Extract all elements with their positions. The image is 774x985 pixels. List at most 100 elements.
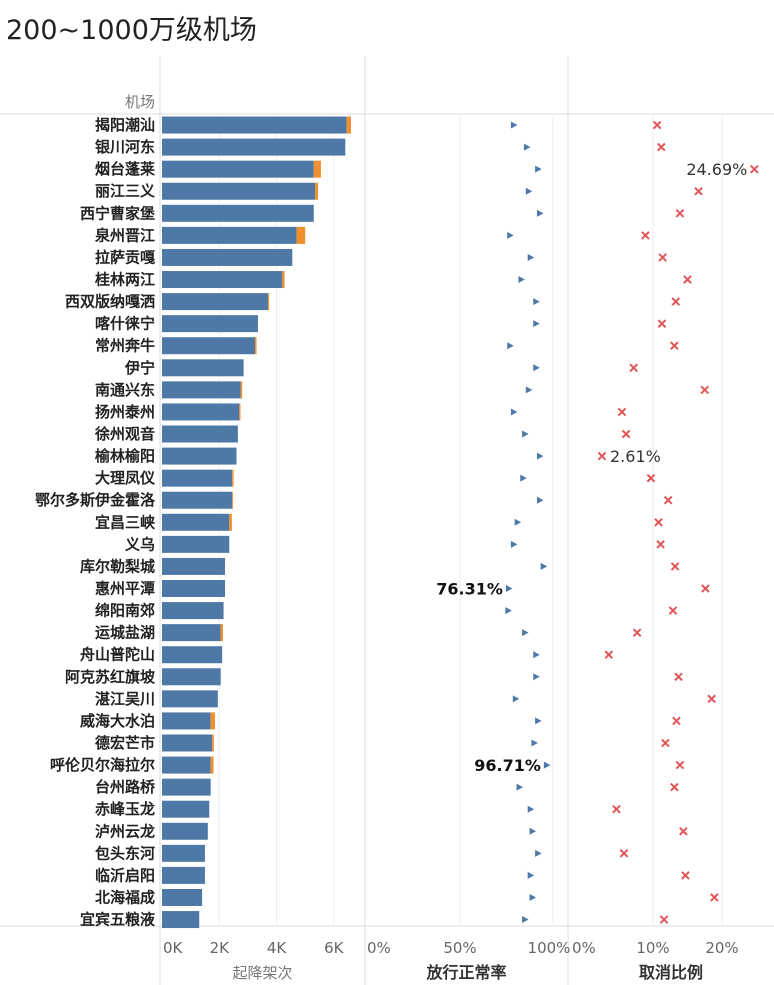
bar-main <box>162 535 230 553</box>
cancel-ratio-point <box>674 672 683 682</box>
cancel-ratio-point <box>661 738 670 748</box>
category-labels: 揭阳潮汕银川河东烟台蓬莱丽江三义西宁曹家堡泉州晋江拉萨贡嘎桂林两江西双版纳嘎洒喀… <box>35 116 156 929</box>
normal-rate-point <box>533 364 540 372</box>
cancel-ratio-point <box>612 804 621 814</box>
cancel-ratio-point <box>672 716 681 726</box>
category-label: 西双版纳嘎洒 <box>65 293 155 311</box>
bar-extra <box>315 182 319 200</box>
bar-main <box>162 646 223 664</box>
bar-main <box>162 911 200 929</box>
bar-main <box>162 491 233 509</box>
bar-main <box>162 756 211 774</box>
bar-main <box>162 557 225 575</box>
cancel-ratio-point <box>670 341 679 351</box>
normal-rate-point <box>531 739 538 747</box>
normal-rate-point <box>512 695 520 703</box>
category-label: 台州路桥 <box>95 778 156 796</box>
bar-main <box>162 359 244 377</box>
chart-title: 200~1000万级机场 <box>6 15 257 46</box>
bar-main <box>162 778 211 796</box>
normal-rate-point <box>533 651 540 659</box>
normal-rate-point <box>527 871 535 879</box>
bar-extra <box>232 491 234 509</box>
cancel-ratio-point <box>707 694 716 704</box>
cancel-ratio-point <box>657 319 667 328</box>
cancel-ratio-point <box>656 540 665 549</box>
bar-extra <box>239 403 241 421</box>
bar-extra <box>282 271 285 289</box>
bar-extra <box>210 712 215 730</box>
bar-main <box>162 315 258 333</box>
category-label: 包头东河 <box>95 844 155 862</box>
bar-main <box>162 116 347 134</box>
bar-extra <box>255 337 257 355</box>
normal-rate-point <box>525 386 533 394</box>
cancel-ratio-point <box>750 164 759 174</box>
cancel-ratio-point <box>619 849 629 858</box>
category-label: 榆林榆阳 <box>95 447 155 465</box>
category-label: 丽江三义 <box>95 182 155 200</box>
category-label: 大理凤仪 <box>95 469 156 487</box>
category-label: 舟山普陀山 <box>80 646 155 664</box>
cancel-ratio-point <box>710 893 719 902</box>
normal-rate-point <box>533 298 540 306</box>
normal-rate-point <box>543 761 551 769</box>
cancel-ratio-point <box>656 142 666 152</box>
normal-rate-point <box>522 916 529 924</box>
cancel-ratio-point <box>670 562 680 571</box>
cancel-ratio-point <box>679 826 688 836</box>
normal-rate-point <box>529 893 537 901</box>
bar-main <box>162 138 346 156</box>
cancel-ratio-point <box>629 363 638 373</box>
normal-rate-point <box>529 827 537 835</box>
normal-rate-point <box>535 165 542 173</box>
bar-extra <box>346 116 351 134</box>
normal-rate-point <box>505 607 512 615</box>
header-layer: 机场 <box>125 93 155 111</box>
bar-main <box>162 425 238 443</box>
bar-main <box>162 182 316 200</box>
bar-main <box>162 690 218 708</box>
cancel-ratio-panel: 24.69% 2.61% <box>597 120 759 924</box>
cancel-ratio-point <box>604 650 614 660</box>
cancel-ratio-point <box>654 517 663 527</box>
cancel-ratio-point <box>663 495 673 505</box>
axis-title: 起降架次 <box>232 964 292 982</box>
category-label: 南通兴东 <box>95 381 155 399</box>
bar-main <box>162 337 256 355</box>
normal-rate-point <box>516 783 524 791</box>
normal-rate-point <box>510 408 518 416</box>
bar-main <box>162 734 213 752</box>
axis-title: 取消比例 <box>639 963 703 982</box>
category-label: 烟台蓬莱 <box>95 160 155 178</box>
cancel-ratio-point <box>694 186 703 196</box>
cancel-ratio-point <box>700 385 710 395</box>
cancel-ratio-point <box>632 628 642 637</box>
category-label: 库尔勒梨城 <box>80 557 155 575</box>
tick-label: 100% <box>528 939 571 957</box>
tick-label: 20% <box>705 939 738 957</box>
category-label: 徐州观音 <box>94 425 155 443</box>
category-label: 北海福成 <box>95 888 155 906</box>
category-label: 威海大水泊 <box>80 712 155 730</box>
tick-label: 0K <box>163 939 184 957</box>
cancel-ratio-point <box>617 407 627 417</box>
category-label: 德宏芒市 <box>95 734 155 752</box>
bar-main <box>162 204 314 222</box>
category-label: 赤峰玉龙 <box>95 800 155 818</box>
bar-extra <box>267 293 270 311</box>
cancel-ratio-label: 24.69% <box>686 160 747 179</box>
bar-main <box>162 602 224 620</box>
normal-rate-point <box>525 187 533 195</box>
bar-main <box>162 469 233 487</box>
normal-rate-point <box>527 253 535 261</box>
normal-rate-label: 76.31% <box>436 580 503 599</box>
category-label: 扬州泰州 <box>95 403 155 421</box>
bar-main <box>162 712 211 730</box>
normal-rate-panel: 76.31% 96.71% <box>436 121 551 924</box>
category-label: 桂林两江 <box>94 271 155 289</box>
bar-extra <box>296 226 306 244</box>
tick-label: 50% <box>443 939 476 957</box>
normal-rate-point <box>510 121 518 129</box>
category-label: 西宁曹家堡 <box>80 204 155 222</box>
